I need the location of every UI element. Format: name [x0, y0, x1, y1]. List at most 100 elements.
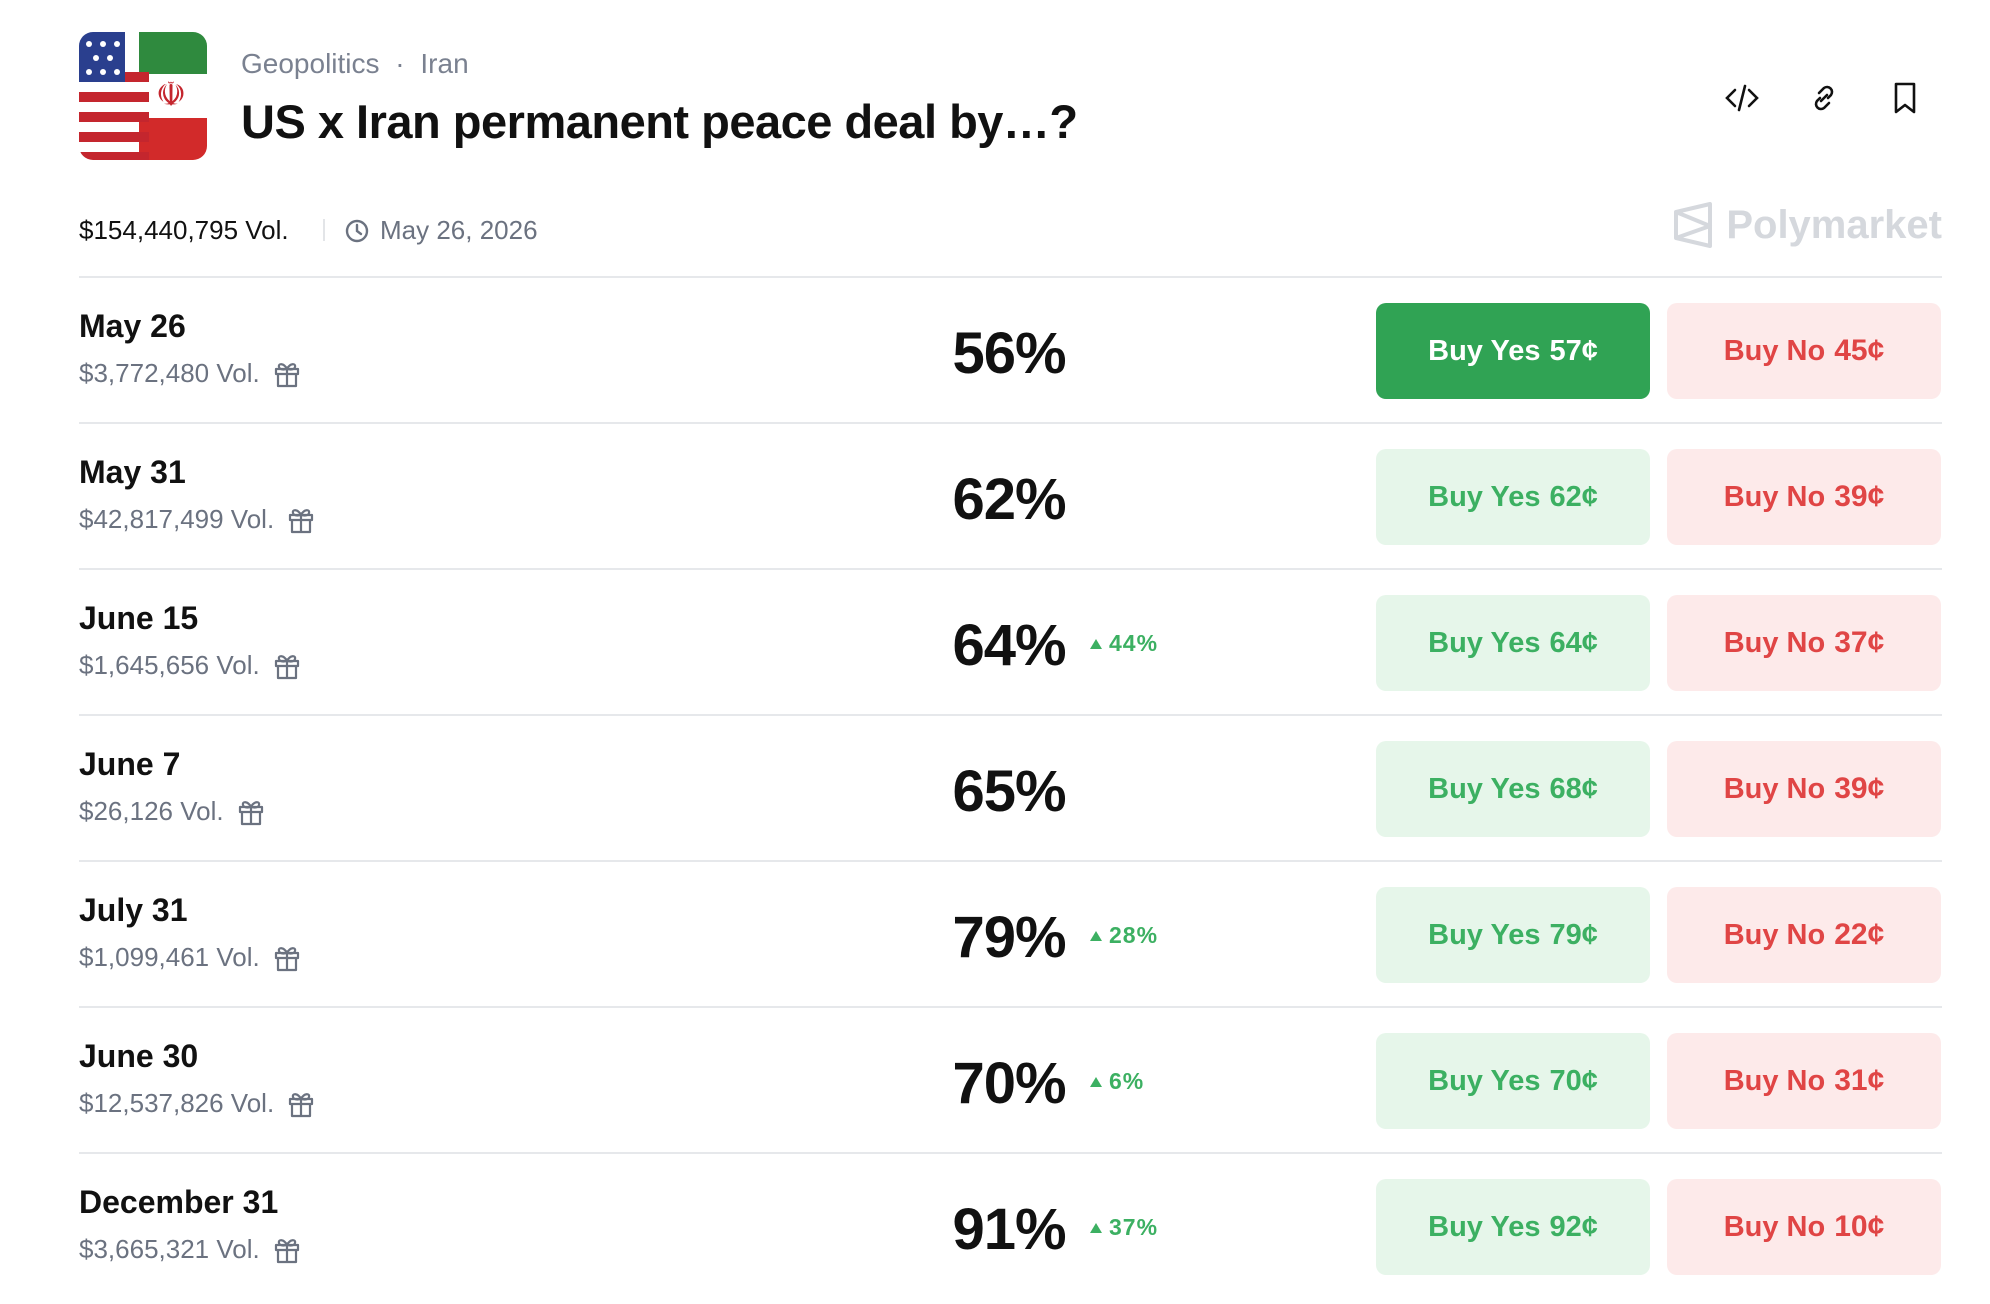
outcome-row: June 7 $26,126 Vol. 65% Buy Yes 68¢ Buy No 39¢ [79, 714, 1942, 860]
volume-text: $12,537,826 Vol. [79, 1088, 275, 1118]
button-label: Buy Yes [1428, 626, 1541, 659]
chance-change: 37% [1089, 1214, 1158, 1241]
market-title: US x Iran permanent peace deal by…? [241, 95, 1078, 148]
date-text: May 26, 2026 [380, 215, 538, 245]
subcategory[interactable]: Iran [420, 48, 469, 79]
outcome-row: May 26 $3,772,480 Vol. 56% Buy Yes 57¢ Buy No… [79, 276, 1942, 422]
volume-text: $3,665,321 Vol. [79, 1234, 260, 1264]
buy-no-button[interactable]: Buy No 10¢ [1667, 1179, 1941, 1275]
button-price: 39¢ [1834, 772, 1885, 805]
outcome-label: June 7 [79, 746, 181, 782]
outcome-volume: $1,099,461 Vol. [79, 942, 302, 973]
up-triangle [1090, 1076, 1102, 1087]
buy-yes-button[interactable]: Buy Yes 79¢ [1376, 887, 1650, 983]
up-triangle [1090, 638, 1102, 649]
button-label: Buy No [1723, 626, 1826, 659]
volume-text: $1,645,656 Vol. [79, 650, 260, 680]
button-label: Buy No [1723, 1210, 1826, 1243]
buy-no-button[interactable]: Buy No 22¢ [1667, 887, 1941, 983]
outcome-chance: 64% [952, 613, 1066, 678]
button-price: 45¢ [1834, 334, 1885, 367]
outcome-label: May 31 [79, 454, 186, 490]
buy-no-button[interactable]: Buy No 31¢ [1667, 1033, 1941, 1129]
outcome-chance: 91% [952, 1197, 1066, 1262]
gift-icon[interactable] [272, 651, 302, 681]
button-label: Buy Yes [1428, 918, 1541, 951]
change-text: 44% [1109, 630, 1159, 656]
outcome-row: July 31 $1,099,461 Vol. 79% 28% Buy Yes 79¢ Bu… [79, 860, 1942, 1006]
button-price: 70¢ [1549, 1064, 1598, 1097]
button-price: 92¢ [1549, 1210, 1598, 1243]
outcome-label: December 31 [79, 1184, 279, 1220]
chance-change: 28% [1089, 922, 1158, 949]
button-label: Buy No [1723, 772, 1826, 805]
outcome-volume: $3,665,321 Vol. [79, 1234, 302, 1265]
outcome-volume: $1,645,656 Vol. [79, 650, 302, 681]
embed-icon[interactable] [1724, 80, 1760, 116]
outcome-chance: 56% [952, 321, 1066, 386]
button-price: 37¢ [1834, 626, 1885, 659]
buy-yes-button[interactable]: Buy Yes 92¢ [1376, 1179, 1650, 1275]
outcome-label: June 30 [79, 1038, 199, 1074]
outcome-label: July 31 [79, 892, 188, 928]
category[interactable]: Geopolitics [241, 48, 380, 79]
gift-icon[interactable] [286, 505, 316, 535]
volume-text: $1,099,461 Vol. [79, 942, 260, 972]
outcome-chance: 62% [952, 467, 1066, 532]
clock-icon [345, 219, 369, 242]
outcome-volume: $42,817,499 Vol. [79, 504, 316, 535]
button-label: Buy Yes [1428, 480, 1541, 513]
outcome-row: May 31 $42,817,499 Vol. 62% Buy Yes 62¢ Buy N… [79, 422, 1942, 568]
button-price: 10¢ [1834, 1210, 1885, 1243]
gift-icon[interactable] [272, 359, 302, 389]
buy-yes-button[interactable]: Buy Yes 57¢ [1376, 303, 1650, 399]
outcome-row: June 30 $12,537,826 Vol. 70% 6% Buy Yes 70¢ Bu… [79, 1006, 1942, 1152]
button-price: 79¢ [1549, 918, 1598, 951]
divider [323, 219, 325, 241]
volume-text: $3,772,480 Vol. [79, 358, 260, 388]
gift-icon[interactable] [272, 1235, 302, 1265]
up-triangle [1090, 930, 1102, 941]
buy-yes-button[interactable]: Buy Yes 62¢ [1376, 449, 1650, 545]
gift-icon[interactable] [286, 1089, 316, 1119]
button-label: Buy No [1723, 918, 1826, 951]
buy-yes-button[interactable]: Buy Yes 70¢ [1376, 1033, 1650, 1129]
outcome-label: May 26 [79, 308, 186, 344]
market-image: ☫ [79, 32, 207, 160]
outcome-chance: 70% [952, 1051, 1066, 1116]
up-triangle [1090, 1222, 1102, 1233]
volume-text: $42,817,499 Vol. [79, 504, 275, 534]
svg-text:☫: ☫ [156, 76, 186, 114]
gift-icon[interactable] [236, 797, 266, 827]
buy-no-button[interactable]: Buy No 45¢ [1667, 303, 1941, 399]
link-icon[interactable] [1806, 80, 1842, 116]
end-date: May 26, 2026 [344, 215, 538, 246]
outcome-row: June 15 $1,645,656 Vol. 64% 44% Buy Yes 64¢ Bu… [79, 568, 1942, 714]
chance-change: 44% [1089, 630, 1158, 657]
button-price: 39¢ [1834, 480, 1885, 513]
button-label: Buy Yes [1428, 1210, 1541, 1243]
button-label: Buy Yes [1428, 772, 1541, 805]
brand: Polymarket [1672, 202, 1942, 248]
buy-yes-button[interactable]: Buy Yes 68¢ [1376, 741, 1650, 837]
buy-yes-button[interactable]: Buy Yes 64¢ [1376, 595, 1650, 691]
button-label: Buy Yes [1428, 334, 1541, 367]
breadcrumb: Geopolitics · Iran [241, 48, 469, 80]
buy-no-button[interactable]: Buy No 39¢ [1667, 741, 1941, 837]
buy-no-button[interactable]: Buy No 39¢ [1667, 449, 1941, 545]
outcome-volume: $26,126 Vol. [79, 796, 266, 827]
change-text: 37% [1109, 1214, 1159, 1240]
brand-name: Polymarket [1726, 202, 1942, 247]
button-label: Buy No [1723, 334, 1826, 367]
button-price: 22¢ [1834, 918, 1885, 951]
button-price: 62¢ [1549, 480, 1598, 513]
bookmark-icon[interactable] [1887, 80, 1923, 116]
button-price: 57¢ [1549, 334, 1598, 367]
buy-no-button[interactable]: Buy No 37¢ [1667, 595, 1941, 691]
button-price: 64¢ [1549, 626, 1598, 659]
button-label: Buy No [1723, 1064, 1826, 1097]
outcome-chance: 65% [952, 759, 1066, 824]
total-volume: $154,440,795 Vol. [79, 215, 289, 245]
outcome-volume: $12,537,826 Vol. [79, 1088, 316, 1119]
gift-icon[interactable] [272, 943, 302, 973]
